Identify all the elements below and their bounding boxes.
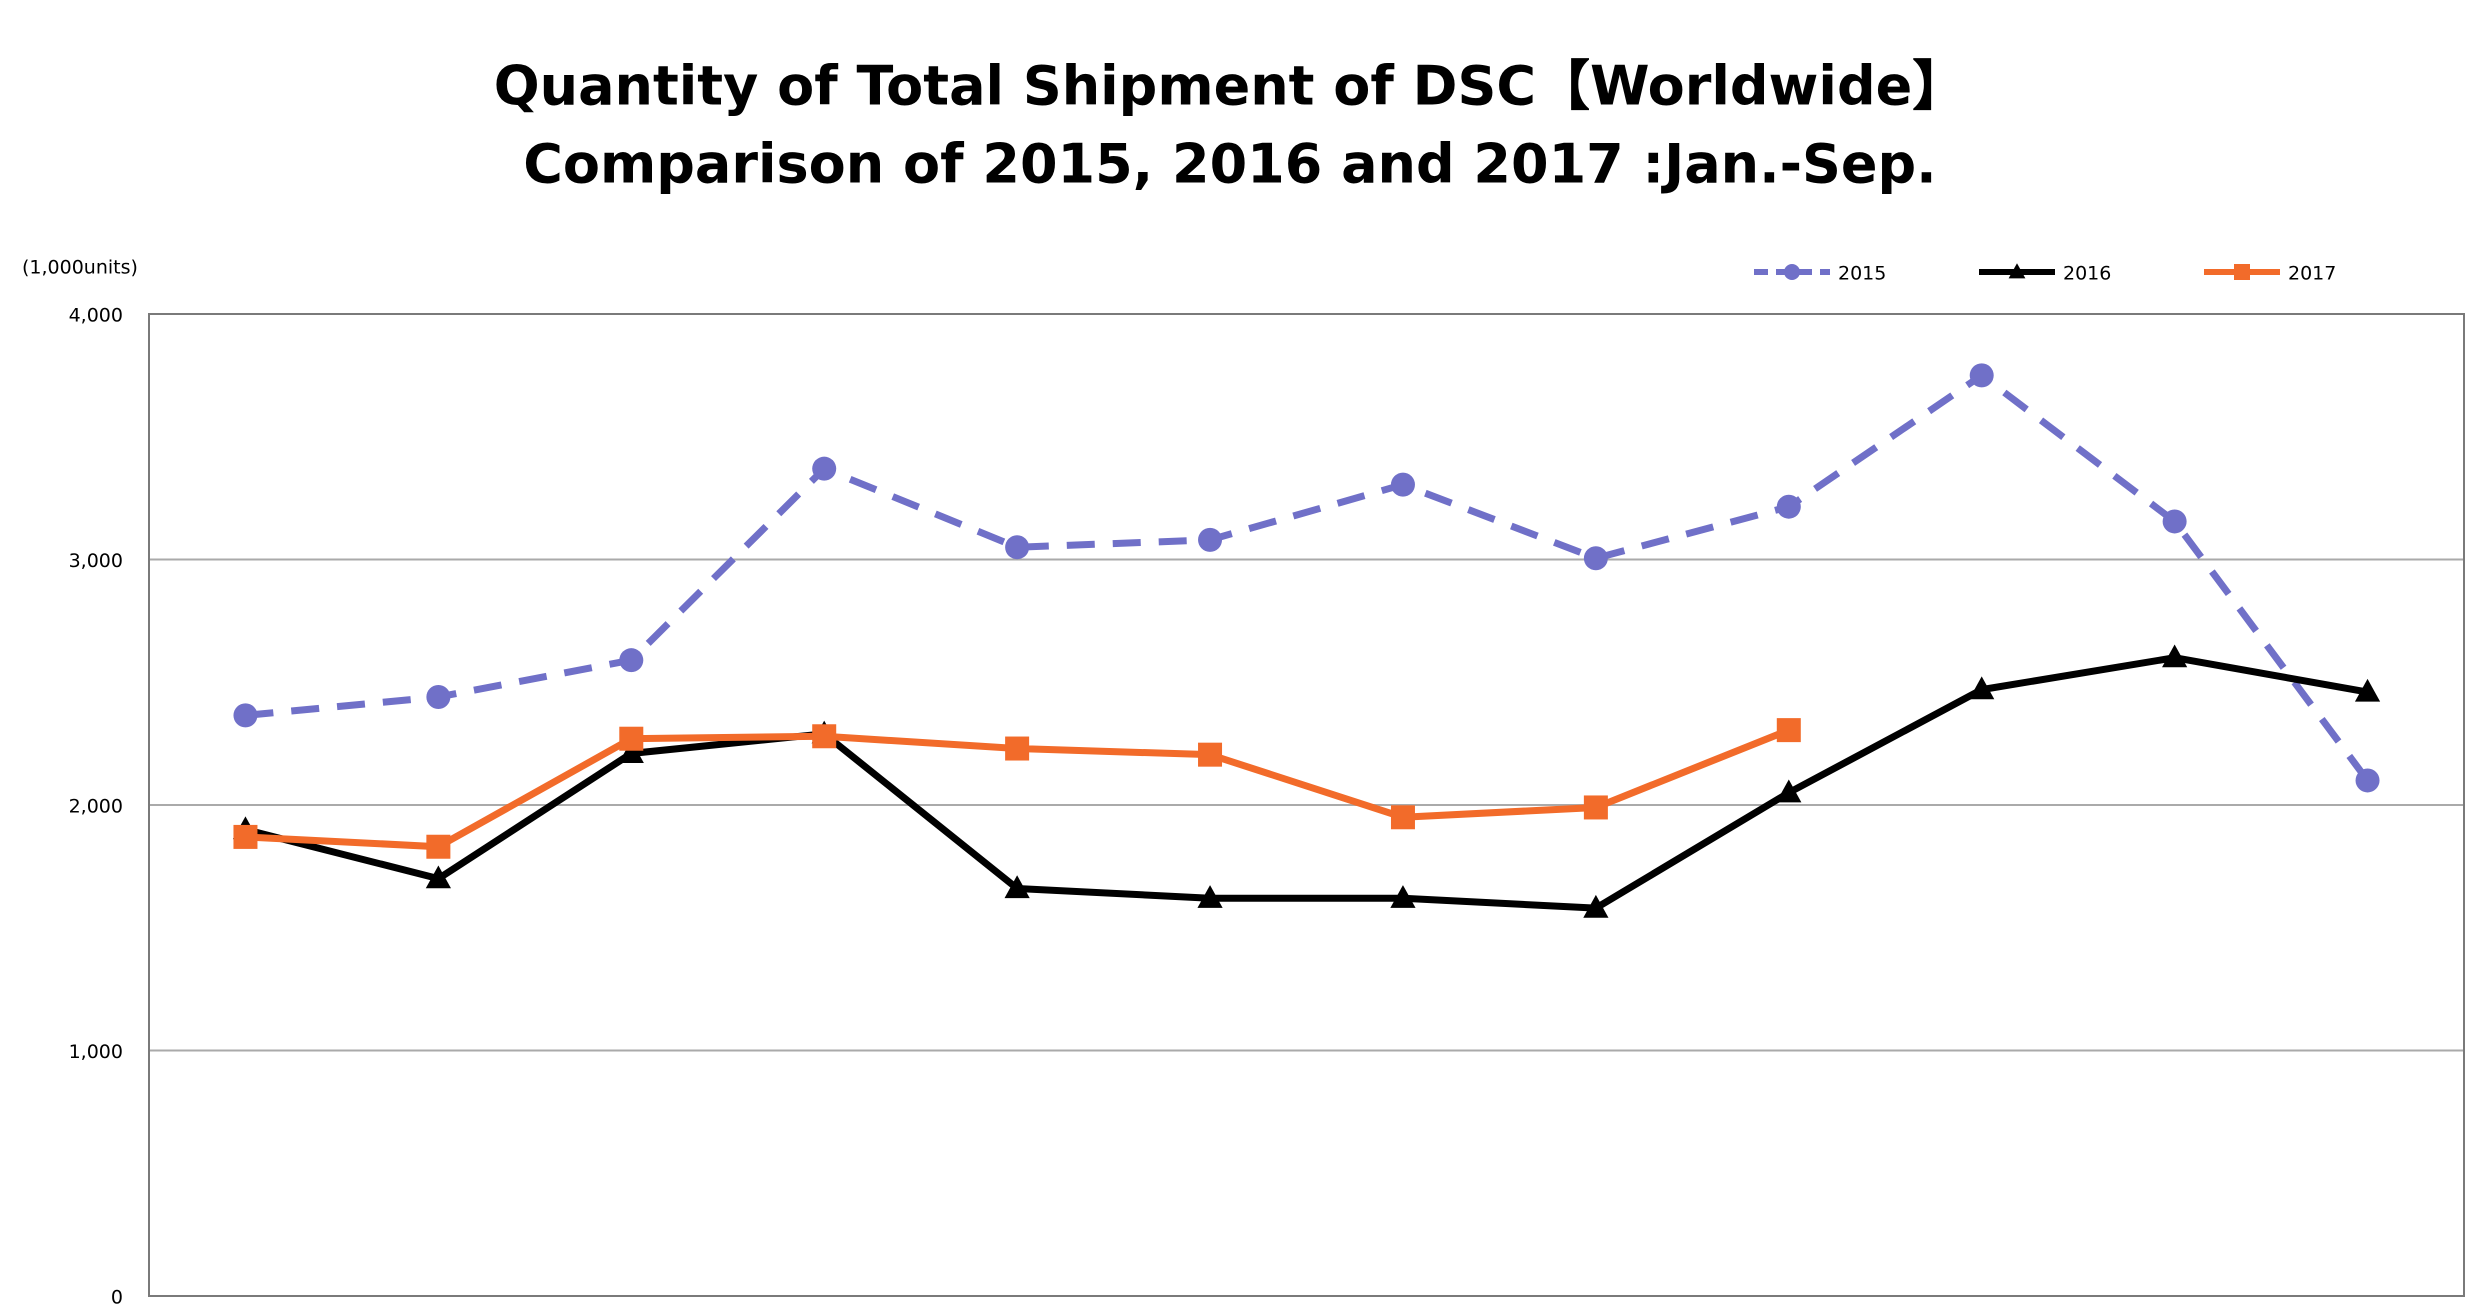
- marker: [1776, 779, 1802, 803]
- marker: [812, 456, 837, 481]
- chart-subtitle: Comparison of 2015, 2016 and 2017 :Jan.-…: [523, 133, 1936, 196]
- marker: [233, 824, 258, 849]
- marker: [1198, 527, 1223, 552]
- y-tick-label: 2,000: [69, 796, 123, 818]
- marker: [2162, 644, 2188, 668]
- legend-label: 2017: [2288, 263, 2336, 285]
- marker: [1004, 875, 1030, 899]
- marker: [1390, 805, 1415, 830]
- plot-frame: [148, 313, 2465, 1297]
- series-line: [245, 371, 2371, 783]
- y-tick-label: 4,000: [69, 305, 123, 327]
- marker: [1005, 736, 1030, 761]
- marker: [1005, 535, 1030, 560]
- marker: [1969, 363, 1994, 388]
- marker: [1197, 885, 1223, 908]
- marker: [1390, 885, 1416, 908]
- marker: [2354, 678, 2381, 702]
- marker: [1583, 795, 1608, 820]
- y-axis-label: (1,000units): [22, 257, 138, 279]
- marker: [812, 724, 837, 749]
- marker: [2162, 509, 2187, 534]
- marker: [233, 703, 258, 728]
- legend-label: 2016: [2063, 263, 2111, 285]
- legend-marker: [1784, 264, 1800, 280]
- series-line: [244, 654, 2369, 912]
- chart-title: Quantity of Total Shipment of DSC【Worldw…: [494, 55, 1966, 118]
- legend-label: 2015: [1838, 263, 1886, 285]
- legend-marker: [2234, 264, 2250, 280]
- marker: [1969, 676, 1995, 700]
- marker: [619, 726, 644, 751]
- marker: [618, 740, 644, 764]
- y-tick-label: 3,000: [69, 550, 123, 572]
- marker: [1776, 718, 1801, 743]
- marker: [1776, 494, 1801, 519]
- y-tick-label: 1,000: [69, 1041, 123, 1063]
- marker: [1390, 472, 1415, 497]
- marker: [1198, 742, 1223, 767]
- marker: [426, 684, 451, 709]
- marker: [1583, 546, 1608, 571]
- marker: [619, 648, 644, 673]
- marker: [425, 865, 451, 889]
- marker: [1583, 894, 1609, 918]
- y-tick-label: 0: [111, 1287, 123, 1309]
- marker: [426, 834, 451, 859]
- legend-marker: [2008, 263, 2026, 279]
- marker: [2355, 768, 2380, 793]
